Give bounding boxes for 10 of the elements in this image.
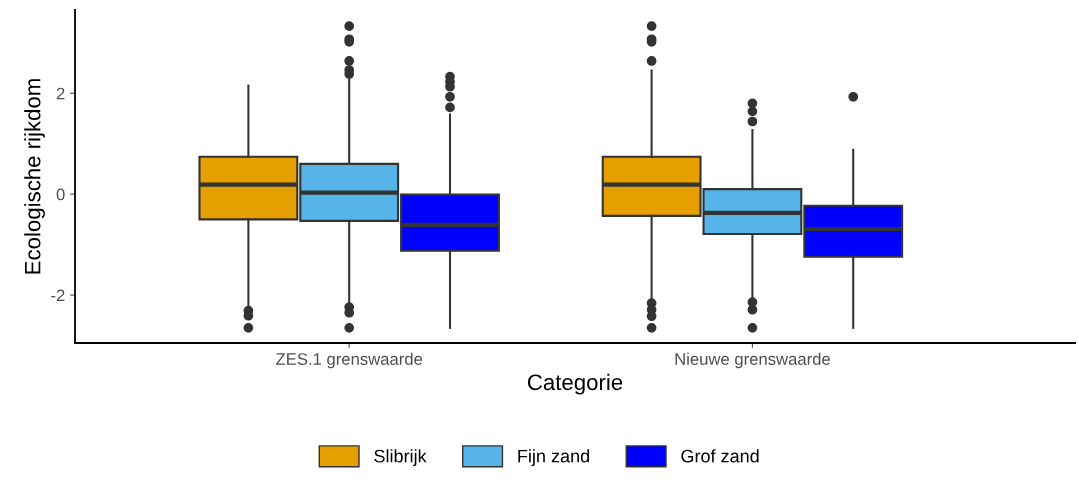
y-tick-label: 2 (56, 87, 65, 100)
x-tick-label: Nieuwe grenswaarde (675, 352, 830, 369)
legend-label: Slibrijk (374, 449, 427, 467)
y-tick-label: -2 (51, 289, 65, 302)
legend-label: Grof zand (681, 449, 759, 463)
y-tick-label: 0 (56, 188, 65, 201)
legend-label: Fijn zand (518, 449, 589, 467)
x-tick-label: ZES.1 grenswaarde (276, 352, 423, 369)
y-axis-title: Ecologische rijkdom (24, 79, 45, 274)
x-axis-title: Categorie (527, 373, 623, 395)
